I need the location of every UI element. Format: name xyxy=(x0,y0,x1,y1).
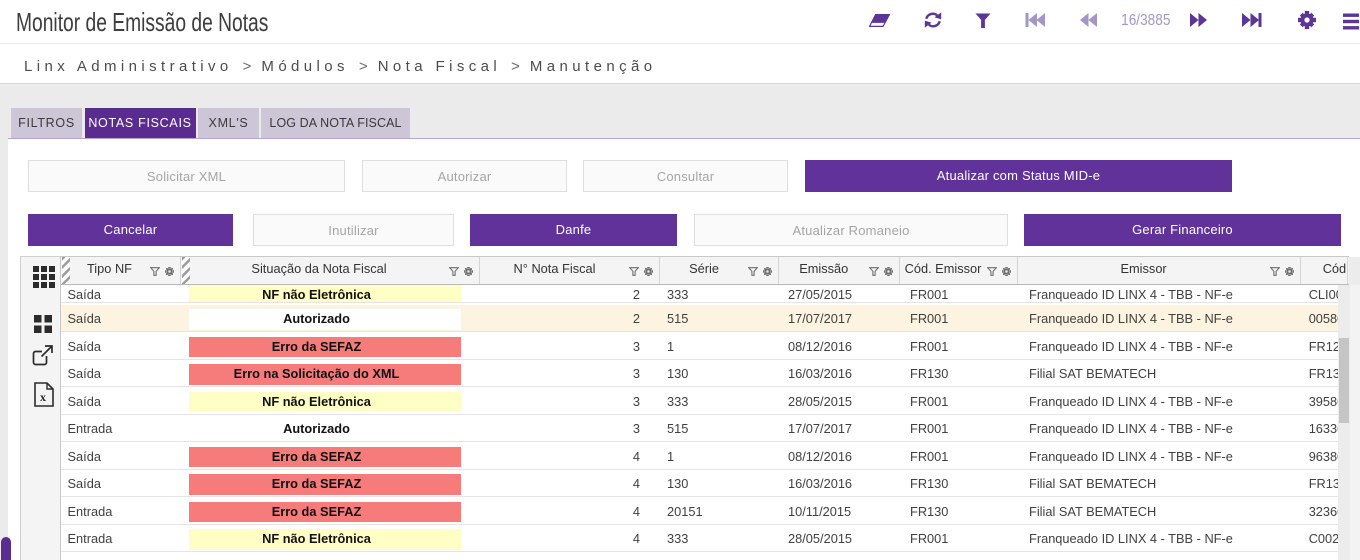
svg-text:x: x xyxy=(40,390,46,404)
